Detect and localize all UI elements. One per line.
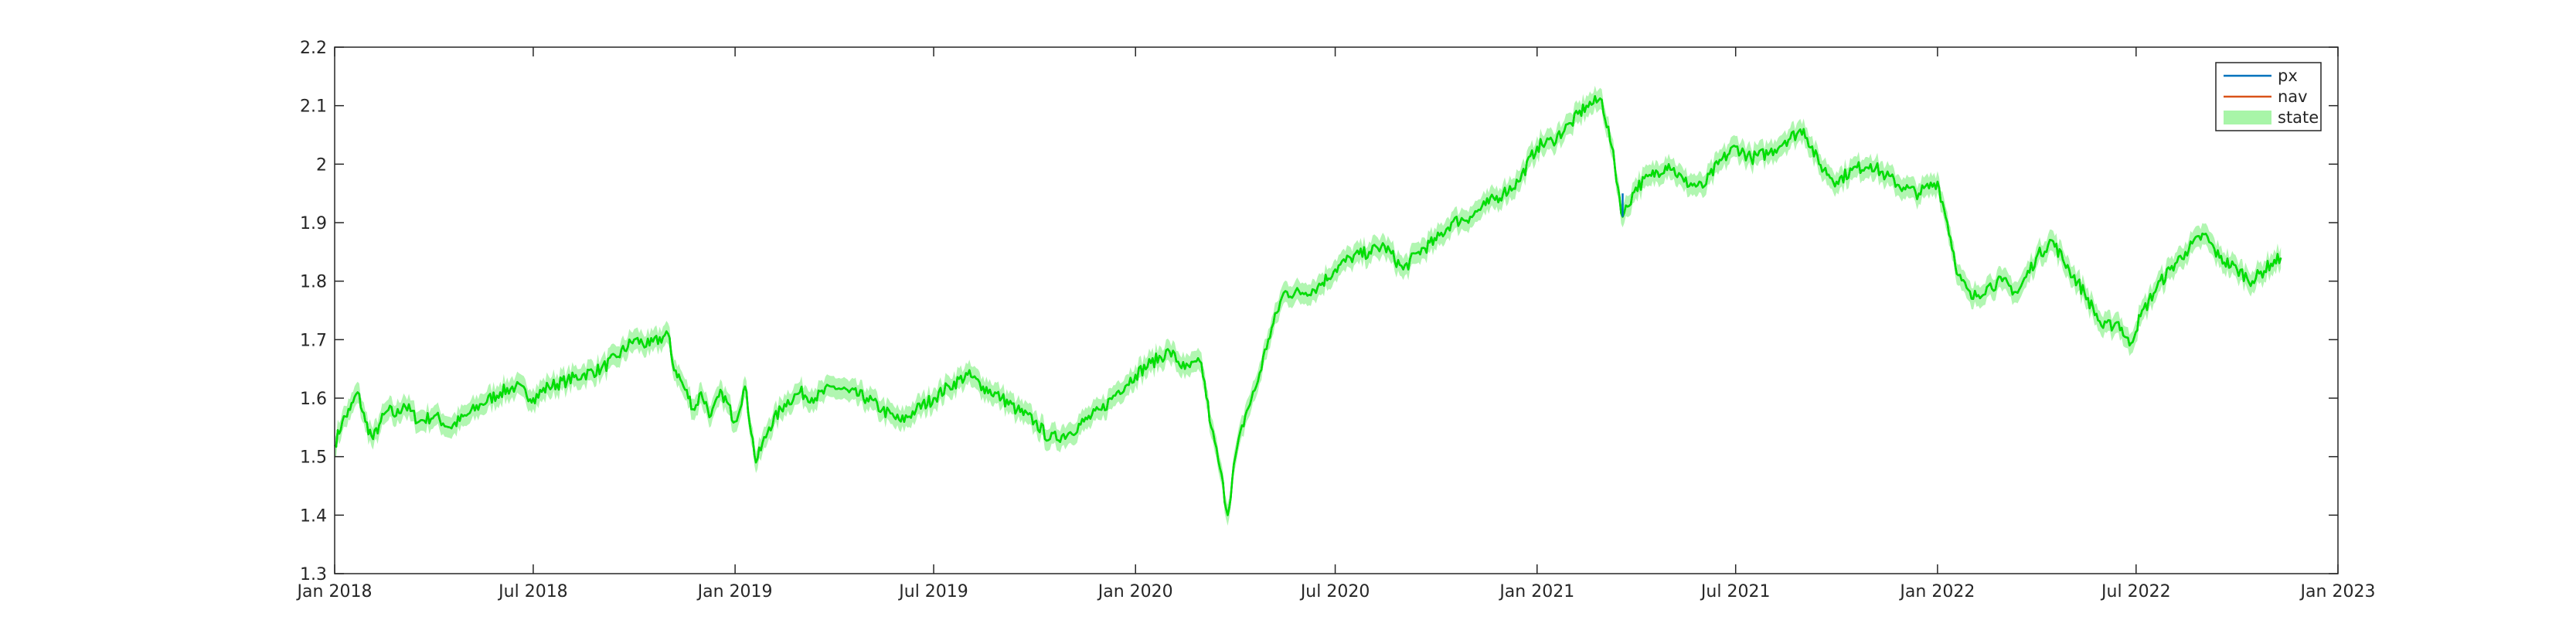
y-tick-label: 2.2 [300,39,327,58]
y-tick-label: 1.6 [300,390,327,409]
x-axis: Jan 2018 Jul 2018 Jan 2019 Jul 2019 Jan 2020… [296,47,2376,601]
y-tick-label: 1.3 [300,565,327,584]
y-axis: 1.3 1.4 1.5 1.6 1.7 1.8 1.9 2 2.1 2.2 [300,39,2338,584]
x-tick-label: Jan 2018 [296,582,373,601]
series-line-layer [334,95,2282,516]
legend-label-px: px [2278,66,2298,85]
legend-label-state: state [2278,108,2319,127]
x-tick-label: Jul 2019 [897,582,968,601]
plot-area [334,46,2339,574]
x-tick-label: Jul 2021 [1700,582,1771,601]
x-tick-label: Jan 2023 [2299,582,2376,601]
y-tick-label: 1.9 [300,214,327,233]
legend-swatch-state [2224,111,2271,124]
y-tick-label: 1.7 [300,331,327,350]
x-tick-label: Jan 2019 [696,582,773,601]
x-tick-label: Jul 2022 [2100,582,2171,601]
x-tick-label: Jan 2021 [1498,582,1574,601]
x-tick-label: Jul 2018 [497,582,568,601]
y-tick-label: 2.1 [300,97,327,117]
legend: px nav state [2215,62,2322,131]
x-tick-label: Jul 2020 [1299,582,1370,601]
y-tick-label: 1.4 [300,506,327,526]
y-tick-label: 1.8 [300,273,327,292]
x-tick-label: Jan 2022 [1898,582,1975,601]
state-band [335,85,2282,526]
y-tick-label: 1.5 [300,448,327,468]
x-tick-label: Jan 2020 [1097,582,1173,601]
state-band-layer [335,85,2282,526]
state-series-line [334,95,2282,516]
y-tick-label: 2 [316,155,327,175]
legend-label-nav: nav [2278,87,2308,106]
axes-box [334,46,2339,574]
axes-background [335,47,2338,574]
